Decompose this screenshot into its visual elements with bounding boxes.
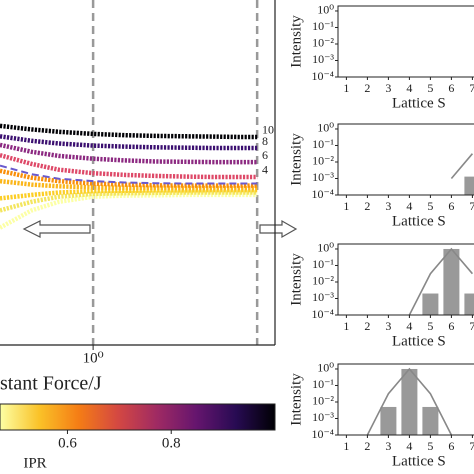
series-line bbox=[0, 187, 258, 201]
frame bbox=[337, 5, 474, 78]
y-tick-label: 10⁻¹ bbox=[312, 137, 334, 151]
y-tick-label: 10⁻⁴ bbox=[311, 307, 334, 321]
x-tick-label: 7 bbox=[469, 81, 474, 95]
series-line bbox=[0, 123, 258, 140]
x-tick-label: 5 bbox=[427, 319, 433, 333]
series-line bbox=[0, 190, 258, 213]
y-axis-label: Intensity bbox=[288, 15, 304, 68]
colorbar-tick-label: 0.6 bbox=[58, 435, 77, 451]
x-tick-label: 3 bbox=[385, 81, 391, 95]
bar bbox=[380, 406, 397, 435]
fit-line bbox=[366, 367, 453, 435]
y-tick-label: 10⁻³ bbox=[312, 52, 334, 66]
x-tick-label: 6 bbox=[448, 319, 454, 333]
y-tick-label: 10⁻² bbox=[312, 394, 334, 408]
frame bbox=[337, 363, 474, 436]
x-tick-label: 2 bbox=[364, 319, 370, 333]
x-tick-label: 4 bbox=[406, 81, 412, 95]
series-line bbox=[0, 142, 258, 165]
series-line bbox=[0, 192, 258, 230]
x-axis-label: Lattice S bbox=[392, 213, 446, 229]
y-tick-label: 10⁰ bbox=[317, 361, 334, 375]
series-line bbox=[0, 168, 258, 188]
series-label: 4 bbox=[262, 163, 268, 177]
x-tick-label: 5 bbox=[427, 81, 433, 95]
y-tick-label: 10⁻² bbox=[312, 274, 334, 288]
x-axis-label: Lattice S bbox=[392, 95, 446, 111]
bar bbox=[443, 248, 460, 315]
x-tick-label: 10⁰ bbox=[83, 350, 104, 366]
x-tick-label: 7 bbox=[469, 199, 474, 213]
y-tick-label: 10⁻⁴ bbox=[311, 187, 334, 201]
frame bbox=[337, 123, 474, 196]
y-tick-label: 10⁻³ bbox=[312, 170, 334, 184]
series-label: 8 bbox=[262, 134, 268, 148]
x-tick-label: 1 bbox=[343, 319, 349, 333]
x-axis-label: stant Force/J bbox=[0, 373, 102, 395]
y-axis-label: Intensity bbox=[288, 133, 304, 186]
left-arrow bbox=[22, 220, 91, 238]
series-line bbox=[0, 134, 258, 151]
x-tick-label: 2 bbox=[364, 199, 370, 213]
y-tick-label: 10⁻¹ bbox=[312, 377, 334, 391]
colorbar-label: IPR bbox=[23, 455, 46, 471]
x-tick-label: 4 bbox=[406, 199, 412, 213]
series-label: 6 bbox=[262, 148, 268, 162]
x-tick-label: 2 bbox=[364, 81, 370, 95]
y-tick-label: 10⁻¹ bbox=[312, 257, 334, 271]
bar bbox=[464, 293, 474, 315]
x-tick-label: 1 bbox=[343, 439, 349, 453]
bar bbox=[422, 293, 439, 315]
bar bbox=[464, 176, 474, 195]
y-tick-label: 10⁻¹ bbox=[312, 19, 334, 33]
y-tick-label: 10⁻³ bbox=[312, 410, 334, 424]
series-line bbox=[0, 153, 258, 180]
fit-line bbox=[450, 153, 474, 180]
bar bbox=[422, 406, 439, 435]
y-tick-label: 10⁰ bbox=[317, 3, 334, 17]
x-tick-label: 7 bbox=[469, 319, 474, 333]
series-label: 10 bbox=[262, 123, 274, 137]
y-tick-label: 10⁰ bbox=[317, 241, 334, 255]
y-tick-label: 10⁻⁴ bbox=[311, 427, 334, 441]
frame bbox=[337, 243, 474, 316]
x-tick-label: 3 bbox=[385, 199, 391, 213]
x-tick-label: 4 bbox=[406, 439, 412, 453]
x-tick-label: 2 bbox=[364, 439, 370, 453]
arrows bbox=[22, 219, 298, 239]
x-tick-label: 5 bbox=[427, 439, 433, 453]
y-tick-label: 10⁻² bbox=[312, 154, 334, 168]
x-tick-label: 3 bbox=[385, 439, 391, 453]
x-tick-label: 6 bbox=[448, 439, 454, 453]
x-axis-label: Lattice S bbox=[392, 333, 446, 349]
y-tick-label: 10⁻³ bbox=[312, 290, 334, 304]
x-tick-label: 3 bbox=[385, 319, 391, 333]
y-tick-label: 10⁰ bbox=[317, 121, 334, 135]
right-arrow bbox=[259, 219, 298, 239]
x-tick-label: 1 bbox=[343, 81, 349, 95]
colorbar-tick-label: 0.8 bbox=[162, 435, 181, 451]
y-axis-label: Intensity bbox=[288, 253, 304, 306]
series-line bbox=[0, 164, 258, 185]
fit-line bbox=[408, 247, 474, 315]
colorbar bbox=[0, 403, 276, 431]
x-tick-label: 6 bbox=[448, 199, 454, 213]
x-tick-label: 4 bbox=[406, 319, 412, 333]
x-tick-label: 5 bbox=[427, 199, 433, 213]
y-tick-label: 10⁻⁴ bbox=[311, 69, 334, 83]
y-tick-label: 10⁻² bbox=[312, 36, 334, 50]
bar bbox=[401, 368, 418, 435]
x-tick-label: 6 bbox=[448, 81, 454, 95]
x-tick-label: 7 bbox=[469, 439, 474, 453]
x-axis-label: Lattice S bbox=[392, 453, 446, 469]
y-axis-label: Intensity bbox=[288, 373, 304, 426]
x-tick-label: 1 bbox=[343, 199, 349, 213]
